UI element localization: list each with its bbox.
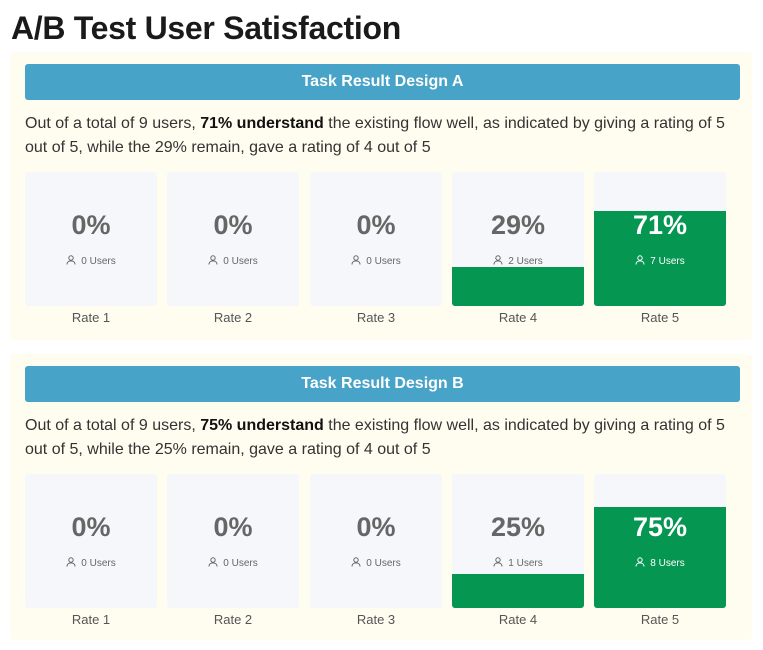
rating-users: 0 Users <box>25 557 157 570</box>
rating-card: 29% 2 Users <box>452 172 584 306</box>
rating-percent: 0% <box>213 512 253 542</box>
rating-label: Rate 4 <box>498 612 538 627</box>
user-icon <box>208 557 218 570</box>
rating-label: Rate 1 <box>71 310 111 325</box>
rating-users: 0 Users <box>310 557 442 570</box>
summary-part: Out of a total of 9 users, <box>25 115 201 132</box>
rating-label: Rate 5 <box>640 612 680 627</box>
rating-percent: 0% <box>213 210 253 240</box>
user-icon <box>493 255 503 268</box>
user-icon <box>66 557 76 570</box>
rating-label: Rate 3 <box>356 310 396 325</box>
users-count: 0 Users <box>223 256 258 268</box>
rating-percent: 0% <box>356 512 396 542</box>
rating-fill-bar <box>452 267 584 306</box>
rating-users: 0 Users <box>310 255 442 268</box>
rating-label: Rate 5 <box>640 310 680 325</box>
rating-card: 0% 0 Users <box>25 172 157 306</box>
user-icon <box>635 255 645 268</box>
rating-card: 0% 0 Users <box>25 474 157 608</box>
users-count: 8 Users <box>650 558 685 570</box>
rating-fill-bar <box>594 211 726 306</box>
rating-card: 0% 0 Users <box>310 474 442 608</box>
users-count: 0 Users <box>223 558 258 570</box>
rating-card: 71% 7 Users <box>594 172 726 306</box>
rating-label: Rate 2 <box>213 612 253 627</box>
rating-percent: 0% <box>71 210 111 240</box>
rating-percent: 71% <box>632 210 688 240</box>
rating-label: Rate 4 <box>498 310 538 325</box>
users-count: 2 Users <box>508 256 543 268</box>
user-icon <box>208 255 218 268</box>
rating-percent: 0% <box>356 210 396 240</box>
rating-users: 7 Users <box>594 255 726 268</box>
users-count: 0 Users <box>81 558 116 570</box>
summary-highlight: 71% understand <box>200 115 324 132</box>
rating-users: 1 Users <box>452 557 584 570</box>
user-icon <box>351 255 361 268</box>
user-icon <box>351 557 361 570</box>
summary-part: Out of a total of 9 users, <box>25 417 201 434</box>
rating-card: 0% 0 Users <box>167 474 299 608</box>
rating-users: 0 Users <box>167 557 299 570</box>
rating-users: 0 Users <box>167 255 299 268</box>
rating-label: Rate 3 <box>356 612 396 627</box>
user-icon <box>493 557 503 570</box>
rating-percent: 0% <box>71 512 111 542</box>
rating-users: 0 Users <box>25 255 157 268</box>
rating-card: 0% 0 Users <box>167 172 299 306</box>
rating-card: 25% 1 Users <box>452 474 584 608</box>
summary-part: the existing flow well, as indicated by … <box>25 417 725 458</box>
rating-card: 0% 0 Users <box>310 172 442 306</box>
user-icon <box>66 255 76 268</box>
design-panel: Task Result Design B Out of a total of 9… <box>10 354 752 640</box>
summary-text: Out of a total of 9 users, 71% understan… <box>25 112 740 160</box>
users-count: 7 Users <box>650 256 685 268</box>
user-icon <box>635 557 645 570</box>
design-header: Task Result Design B <box>25 366 740 402</box>
summary-text: Out of a total of 9 users, 75% understan… <box>25 414 740 462</box>
users-count: 0 Users <box>366 256 401 268</box>
rating-fill-bar <box>452 574 584 608</box>
rating-fill-bar <box>594 507 726 608</box>
rating-users: 8 Users <box>594 557 726 570</box>
rating-percent: 25% <box>490 512 546 542</box>
page-title: A/B Test User Satisfaction <box>11 10 401 46</box>
design-panel: Task Result Design A Out of a total of 9… <box>10 52 752 340</box>
rating-label: Rate 1 <box>71 612 111 627</box>
rating-percent: 29% <box>490 210 546 240</box>
rating-users: 2 Users <box>452 255 584 268</box>
rating-percent: 75% <box>632 512 688 542</box>
rating-label: Rate 2 <box>213 310 253 325</box>
design-header: Task Result Design A <box>25 64 740 100</box>
summary-highlight: 75% understand <box>200 417 324 434</box>
rating-card: 75% 8 Users <box>594 474 726 608</box>
summary-part: the existing flow well, as indicated by … <box>25 115 725 156</box>
users-count: 0 Users <box>81 256 116 268</box>
users-count: 0 Users <box>366 558 401 570</box>
users-count: 1 Users <box>508 558 543 570</box>
